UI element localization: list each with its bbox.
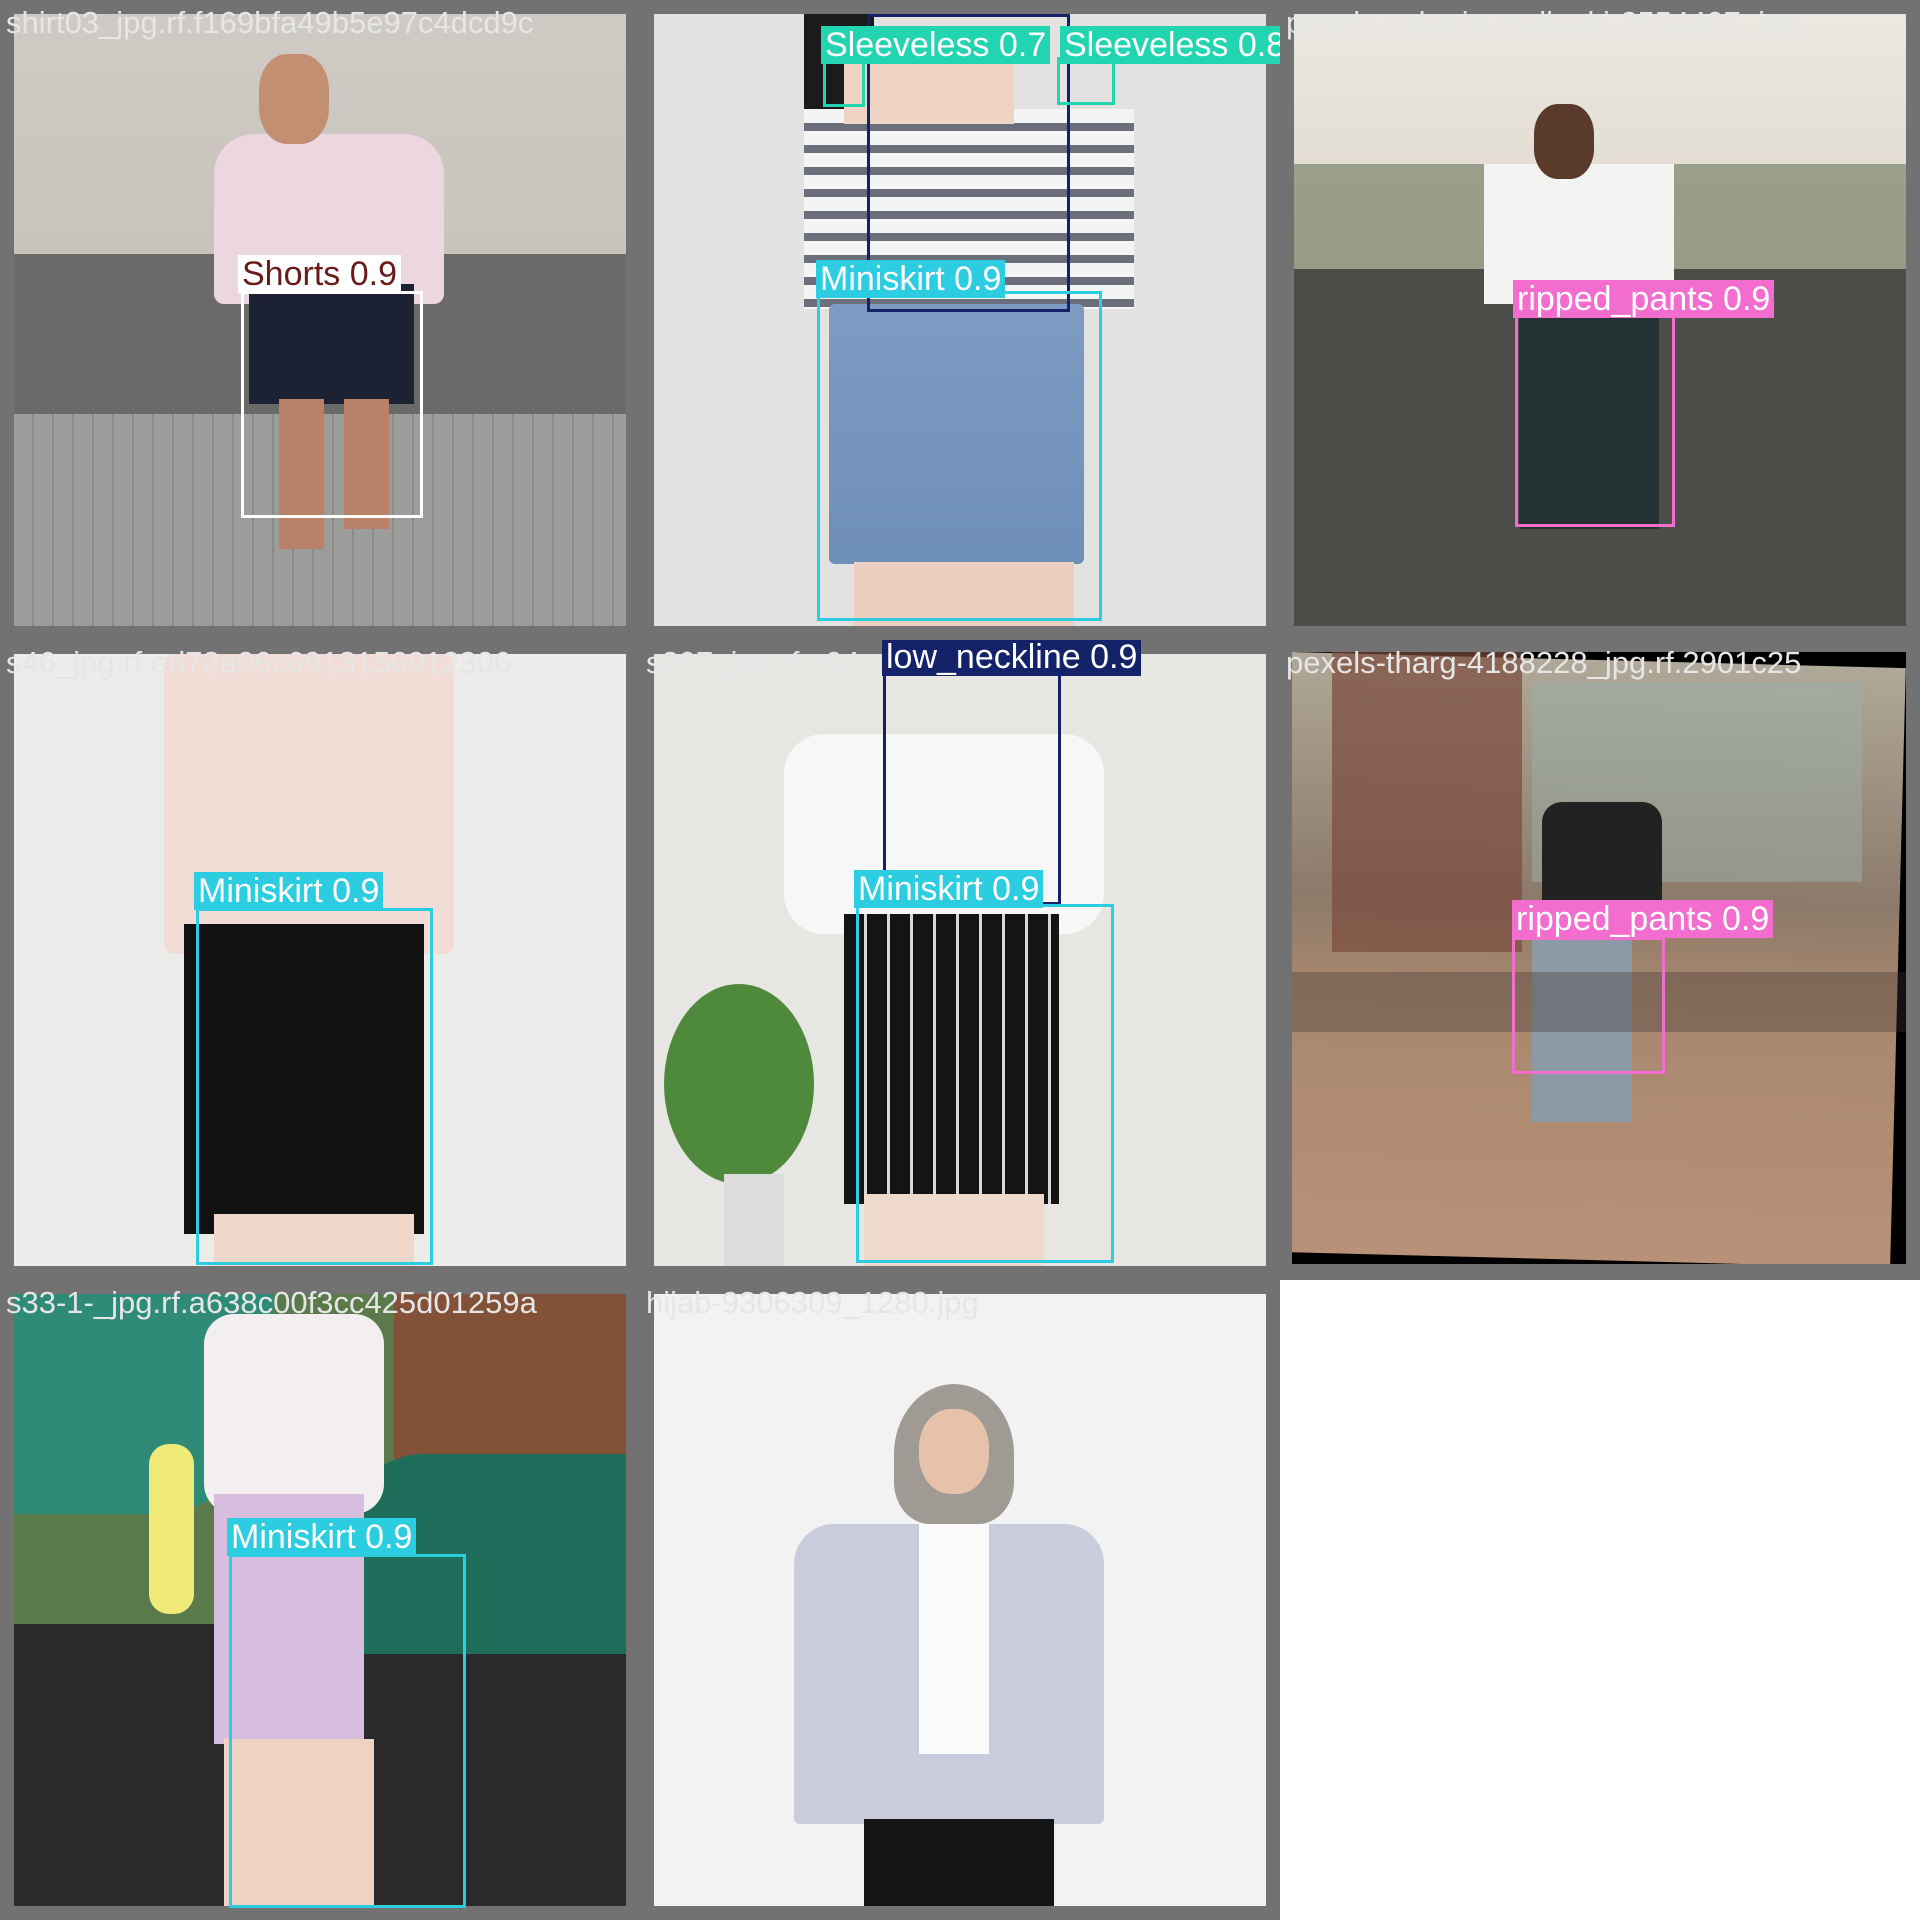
tile-filename: shirt03_jpg.rf.f169bfa49b5e97c4dcd9c	[6, 5, 534, 40]
sleeveless-label-2: Sleeveless 0.8	[1060, 26, 1280, 64]
tile-6: ripped_pants 0.9 pexels-tharg-4188228_jp…	[1280, 640, 1920, 1280]
photo-noisy-street	[1292, 652, 1906, 1264]
ripped-pants-label: ripped_pants 0.9	[1512, 900, 1774, 938]
miniskirt-label: Miniskirt 0.9	[227, 1518, 417, 1556]
tile-4: Miniskirt 0.9 s46_jpg.rf.ed72a06c6913156…	[0, 640, 640, 1280]
tile-filename: s46_jpg.rf.ed72a06c6913156912306	[6, 645, 512, 680]
tile-filename: pexels-zakaria-mellouki-2554407_jpg.	[1286, 5, 1809, 40]
shorts-box	[241, 291, 423, 518]
photo-striped-top	[654, 14, 1266, 626]
tile-8: hijab-9306309_1280.jpg	[640, 1280, 1280, 1920]
tile-filename: hijab-9306309_1280.jpg	[646, 1285, 979, 1320]
ripped-pants-label: ripped_pants 0.9	[1513, 280, 1775, 318]
miniskirt-label: Miniskirt 0.9	[854, 870, 1044, 908]
tile-3: ripped_pants 0.9 pexels-zakaria-mellouki…	[1280, 0, 1920, 640]
miniskirt-box	[229, 1554, 466, 1908]
miniskirt-box	[817, 291, 1102, 621]
tile-2: Sleeveless 0.7 Sleeveless 0.8 Miniskirt …	[640, 0, 1280, 640]
miniskirt-label: Miniskirt 0.9	[194, 872, 384, 910]
photo-plaid-miniskirt	[654, 654, 1266, 1266]
miniskirt-box	[196, 908, 433, 1265]
sleeveless-label-1: Sleeveless 0.7	[821, 26, 1051, 64]
tile-7: Miniskirt 0.9 s33-1-_jpg.rf.a638c00f3cc4…	[0, 1280, 640, 1920]
ripped-pants-box	[1515, 286, 1675, 527]
tile-1: Shorts 0.9 shirt03_jpg.rf.f169bfa49b5e97…	[0, 0, 640, 640]
tile-5: low_neckline 0.9 Miniskirt 0.9 s207_jpg.…	[640, 640, 1280, 1280]
low-neckline-box	[867, 14, 1070, 312]
miniskirt-box	[856, 904, 1114, 1263]
tile-filename: pexels-tharg-4188228_jpg.rf.2901c25	[1286, 645, 1802, 680]
shorts-label: Shorts 0.9	[238, 255, 401, 293]
tile-filename: s207_jpg.rf.e04	[646, 645, 860, 680]
miniskirt-label: Miniskirt 0.9	[816, 260, 1006, 298]
tile-filename: s33-1-_jpg.rf.a638c00f3cc425d01259a	[6, 1285, 537, 1320]
ripped-pants-box	[1512, 937, 1665, 1074]
photo-hijab-blazer	[654, 1294, 1266, 1906]
sleeveless-left-box	[823, 57, 865, 107]
sleeveless-right-box	[1057, 57, 1115, 105]
low-neckline-label: low_neckline 0.9	[882, 640, 1142, 676]
